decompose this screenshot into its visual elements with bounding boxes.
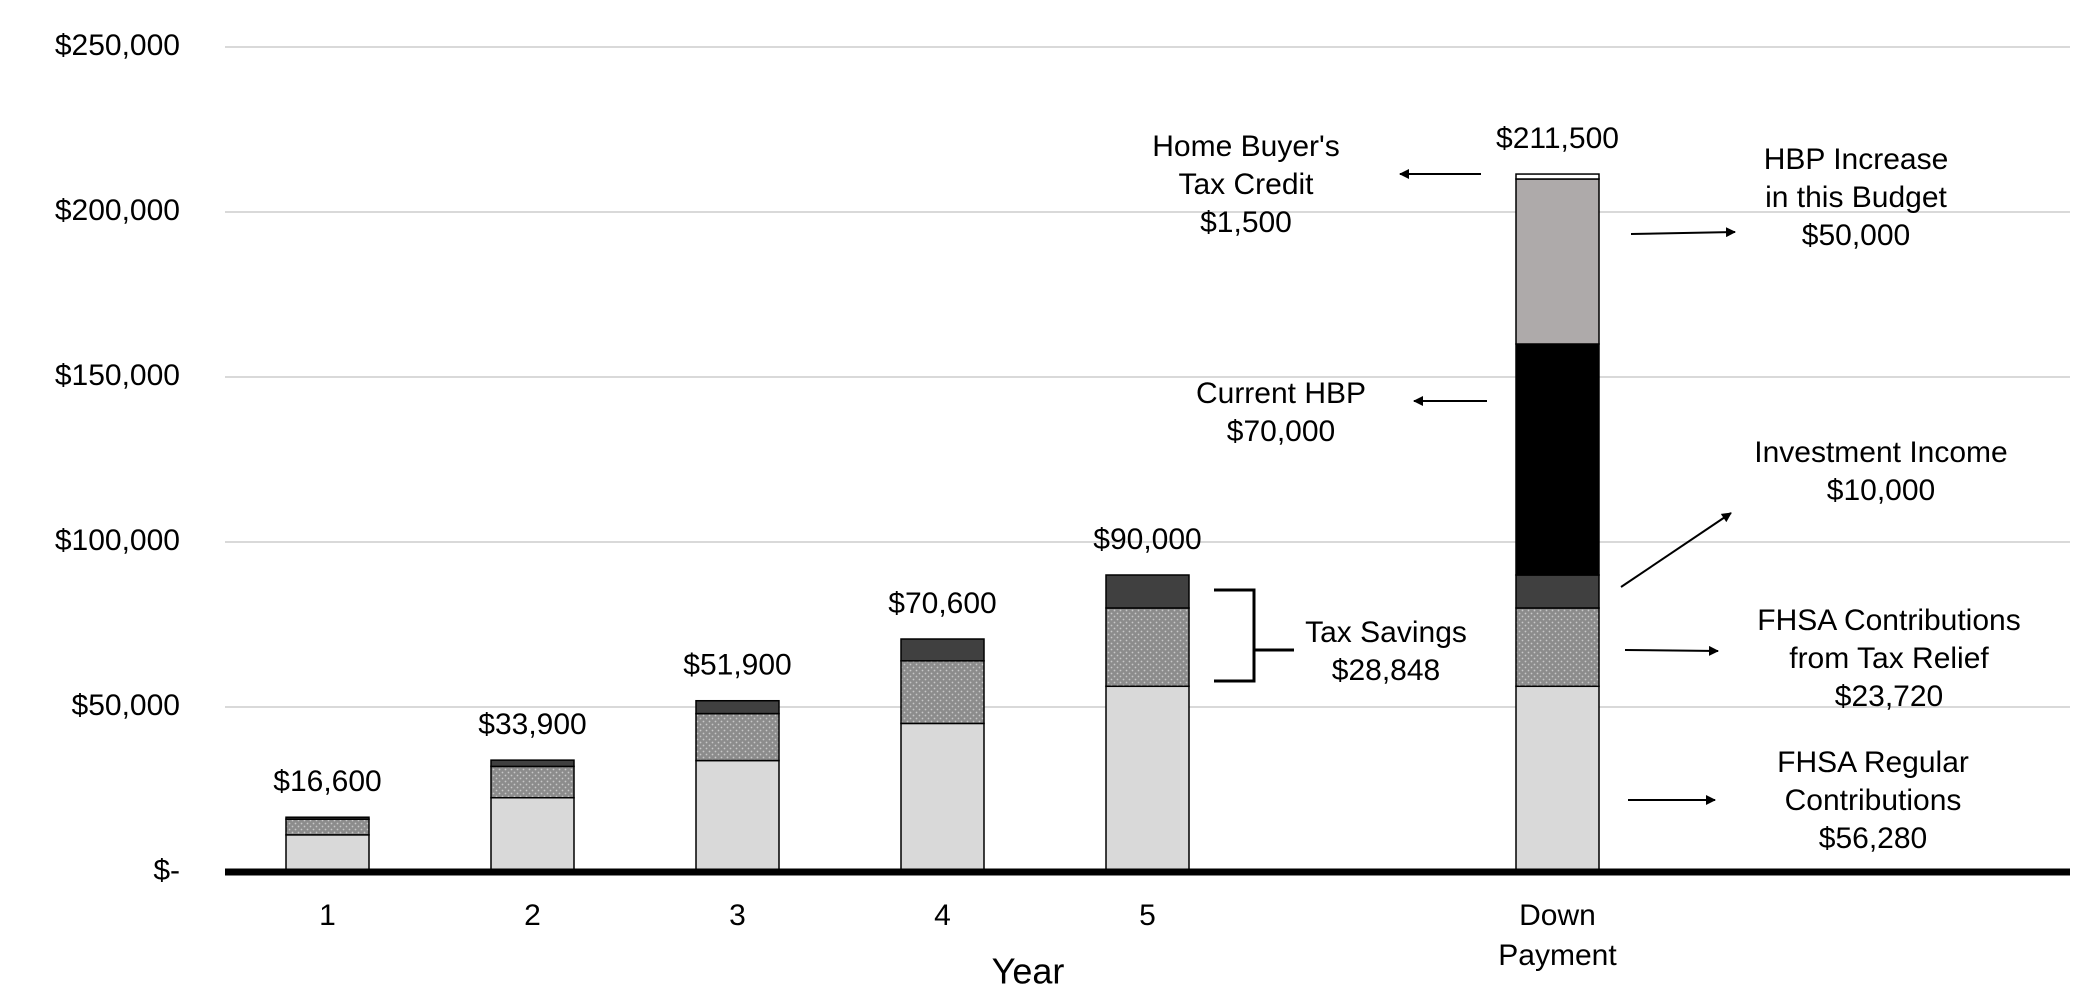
bar-segment	[1515, 574, 1600, 609]
annotation-text: $56,280	[1819, 822, 1927, 855]
bar-segment	[1515, 178, 1600, 345]
bar-segment	[490, 796, 575, 873]
y-tick-label: $200,000	[55, 194, 180, 227]
total-label: $211,500	[1496, 122, 1619, 155]
annotation-text: Contributions	[1785, 784, 1962, 817]
y-tick-label: $250,000	[55, 29, 180, 62]
annotation-text: $1,500	[1200, 206, 1292, 239]
bar-segment	[1515, 343, 1600, 576]
annotation-text: Home Buyer's	[1152, 130, 1339, 163]
total-label: $33,900	[478, 708, 586, 741]
bar-segment	[1105, 685, 1190, 873]
bar-segment	[490, 759, 575, 768]
x-axis-title: Year	[992, 951, 1065, 992]
x-tick-label: 4	[934, 899, 951, 932]
x-tick-label: 5	[1139, 899, 1156, 932]
bar-segment	[285, 816, 370, 820]
bar-segment	[490, 765, 575, 799]
annotation-text: Tax Credit	[1178, 168, 1314, 201]
bar-segment	[1515, 685, 1600, 873]
y-tick-label: $50,000	[72, 689, 180, 722]
annotation-text: in this Budget	[1765, 181, 1947, 214]
annotation-text: from Tax Relief	[1789, 642, 1989, 675]
annotation-text: $28,848	[1332, 654, 1440, 687]
bar-segment	[1105, 607, 1190, 688]
annotation-text: FHSA Regular	[1777, 746, 1969, 779]
bar-segment	[285, 834, 370, 873]
annotation-arrow	[1620, 512, 1732, 588]
annotation-text: FHSA Contributions	[1757, 604, 2020, 637]
total-label: $90,000	[1093, 523, 1201, 556]
annotation-arrow	[1630, 227, 1736, 238]
annotation-text: $50,000	[1802, 219, 1910, 252]
annotation-arrow	[1624, 645, 1719, 656]
y-tick-label: $-	[153, 854, 180, 887]
x-tick-label: Down Payment	[1498, 899, 1617, 972]
x-tick-label: 3	[729, 899, 746, 932]
total-label: $16,600	[273, 765, 381, 798]
bar-segment	[900, 638, 985, 662]
x-tick-label: 2	[524, 899, 541, 932]
x-tick-label: 1	[319, 899, 336, 932]
y-tick-label: $150,000	[55, 359, 180, 392]
bar-segment	[285, 818, 370, 836]
total-label: $70,600	[888, 587, 996, 620]
bar-segment	[695, 712, 780, 762]
annotation-text: $70,000	[1227, 415, 1335, 448]
total-label: $51,900	[683, 649, 791, 682]
y-tick-label: $100,000	[55, 524, 180, 557]
bar-segment	[1515, 173, 1600, 180]
annotation-text: Current HBP	[1196, 377, 1366, 410]
annotation-text: Investment Income	[1754, 436, 2007, 469]
bar-segment	[1515, 607, 1600, 688]
bar-segment	[695, 759, 780, 873]
annotation-text: $23,720	[1835, 680, 1943, 713]
bar-segment	[695, 699, 780, 715]
annotation-bracket	[1214, 588, 1294, 683]
bar-segment	[1105, 574, 1190, 609]
annotation-text: $10,000	[1827, 474, 1935, 507]
annotation-text: HBP Increase	[1764, 143, 1949, 176]
bar-segment	[900, 660, 985, 725]
annotation-text: Tax Savings	[1305, 616, 1467, 649]
bar-segment	[900, 722, 985, 873]
